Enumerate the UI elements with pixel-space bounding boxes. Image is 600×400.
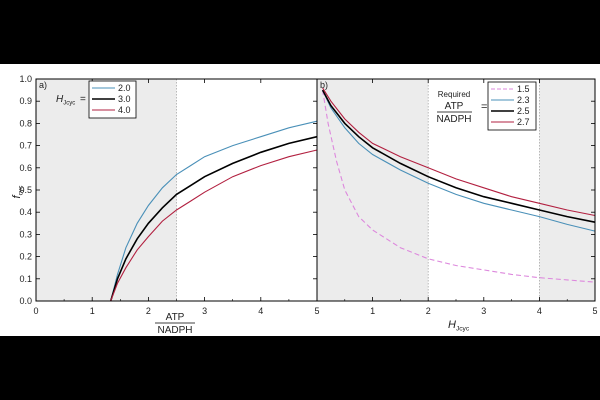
legend-equals: = [481, 101, 487, 113]
legend-title: HJcyc = [56, 94, 86, 107]
y-tick-label: 0.0 [19, 296, 32, 306]
series-line-2.3 [322, 89, 596, 232]
x-label-numerator: ATP [166, 312, 185, 323]
y-tick-label: 0.9 [19, 96, 32, 106]
series-line-1.5 [322, 90, 596, 283]
series-line-2.5 [321, 89, 596, 223]
x-tick-label: 4 [258, 306, 263, 316]
series-line-4.0 [110, 149, 318, 302]
legend-fraction-numerator: ATP [445, 101, 464, 112]
series-line-3.0 [109, 135, 318, 302]
x-tick-label: 3 [481, 306, 486, 316]
legend-title-top: Required [438, 90, 470, 99]
y-tick-label: 0.8 [19, 118, 32, 128]
y-tick-label: 0.3 [19, 229, 32, 239]
y-tick-label: 0.5 [19, 185, 32, 195]
legend-label-2.3: 2.3 [517, 95, 530, 105]
legend-label-3.0: 3.0 [118, 94, 131, 104]
x-tick-label: 0 [33, 306, 38, 316]
x-label-denominator: NADPH [157, 325, 192, 336]
series-line-2.7 [322, 87, 596, 217]
legend-label-2.7: 2.7 [517, 117, 530, 127]
y-tick-label: 0.2 [19, 252, 32, 262]
panel-label: a) [39, 80, 47, 90]
legend-label-1.5: 1.5 [517, 84, 530, 94]
panel-b: 1 2 3 4 5 b) [316, 78, 598, 316]
panel-label: b) [320, 80, 328, 90]
y-tick-label: 0.4 [19, 207, 32, 217]
series-line-2.0 [110, 120, 318, 302]
legend-label-2.5: 2.5 [517, 106, 530, 116]
x-tick-label: 3 [202, 306, 207, 316]
panel-a: 0 1 2 3 4 5 0.0 0.1 0.2 0.3 0.4 0.5 0.6 0.7 0.8 0.9 1.0 a… [19, 74, 319, 316]
x-tick-label: 1 [370, 306, 375, 316]
y-axis-label: fcyc [11, 185, 25, 199]
x-tick-label: 5 [314, 306, 319, 316]
y-tick-label: 1.0 [19, 74, 32, 84]
y-tick-label: 0.1 [19, 274, 32, 284]
y-tick-label: 0.6 [19, 163, 32, 173]
x-tick-label: 5 [592, 306, 597, 316]
shaded-region-1 [539, 79, 595, 301]
legend-label-2.0: 2.0 [118, 83, 131, 93]
chart-svg: 0 1 2 3 4 5 0.0 0.1 0.2 0.3 0.4 0.5 0.6 0.7 0.8 0.9 1.0 a… [11, 74, 598, 336]
x-tick-label: 1 [90, 306, 95, 316]
legend-label-4.0: 4.0 [118, 105, 131, 115]
x-tick-label: 2 [426, 306, 431, 316]
figure-container: 0 1 2 3 4 5 0.0 0.1 0.2 0.3 0.4 0.5 0.6 0.7 0.8 0.9 1.0 a… [0, 64, 600, 336]
x-tick-label: 4 [537, 306, 542, 316]
shaded-region-0 [317, 79, 429, 301]
x-tick-label: 2 [146, 306, 151, 316]
x-axis-label-b: HJcyc [448, 319, 470, 333]
legend-fraction-denominator: NADPH [436, 114, 471, 125]
y-tick-label: 0.7 [19, 141, 32, 151]
